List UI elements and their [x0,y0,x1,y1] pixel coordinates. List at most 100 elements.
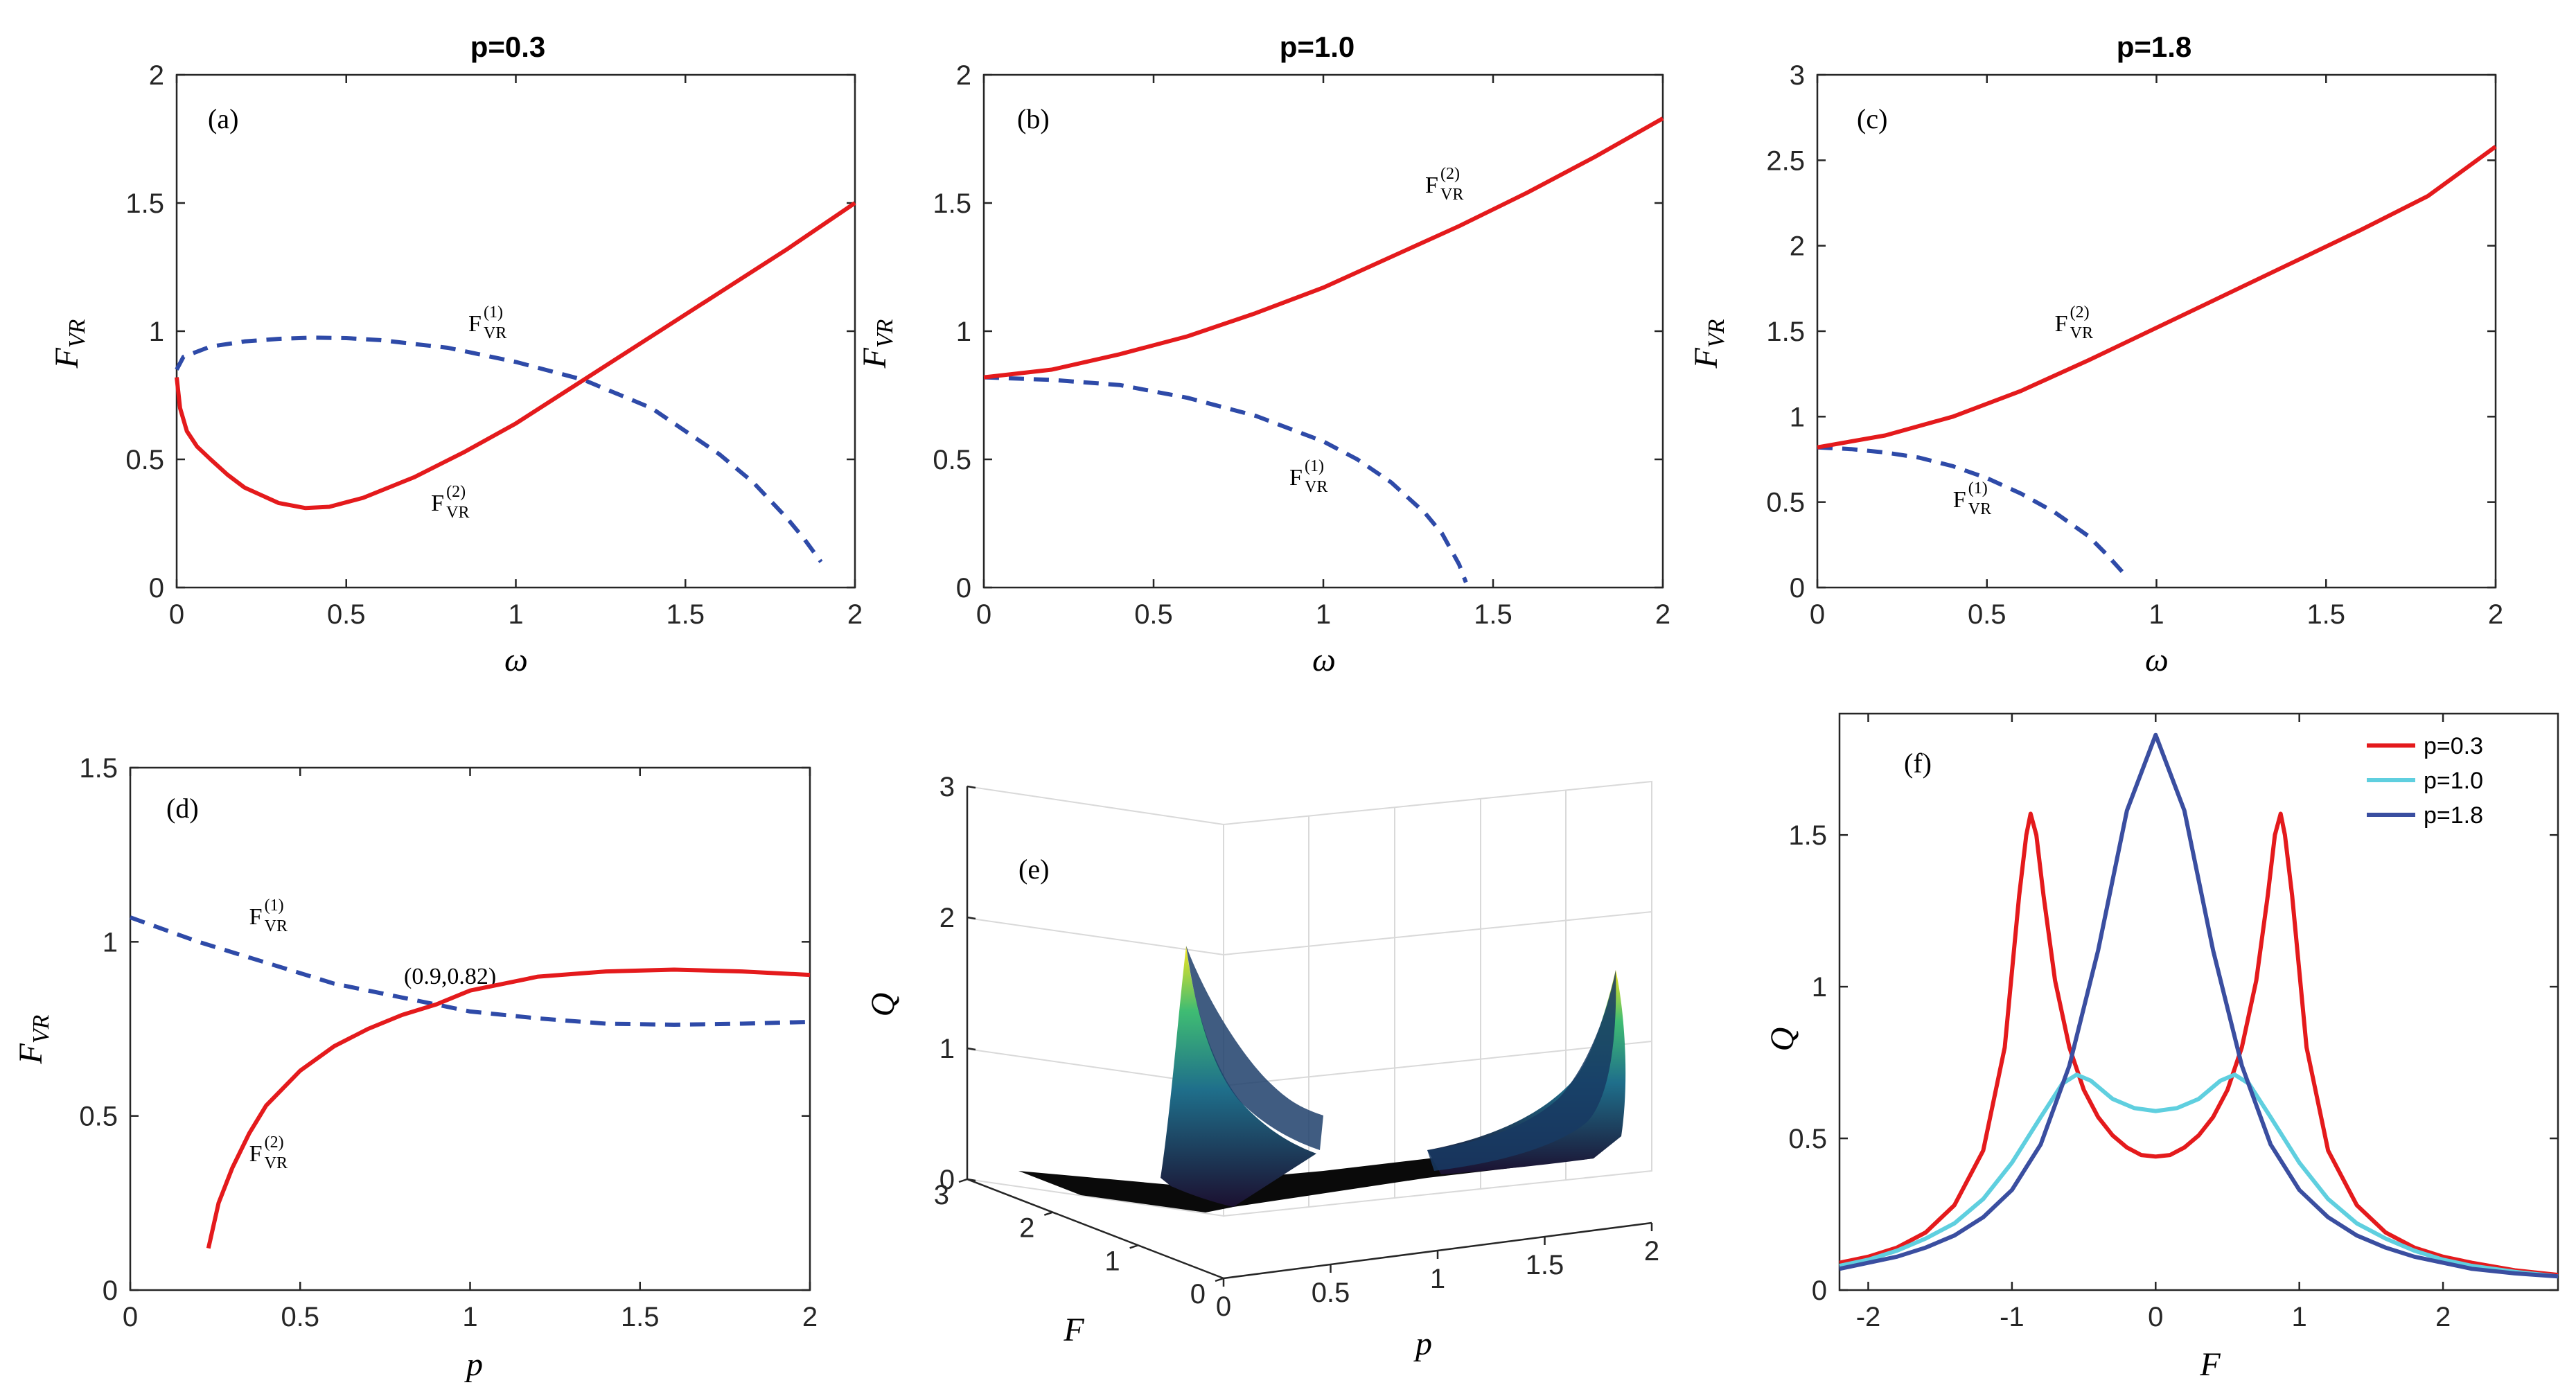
panel-d-xtick-label: 1 [462,1302,477,1332]
panel-e-ytick-label: 0 [1190,1279,1206,1309]
panel-f-series-s0-line [1839,811,2559,1278]
panel-f-series-s1-line [1839,1073,2559,1279]
panel-a-series-F1-line [175,335,823,563]
panel-a-ytick-label: 1.5 [125,188,164,219]
panel-e-ztick-label: 1 [939,1034,955,1064]
panel-e-ylabel: F [1063,1312,1084,1348]
panel-d-xtick-label: 0.5 [281,1302,319,1332]
panel-c-series-F1-line [1817,445,2124,574]
panel-c-ytick-label: 1.5 [1766,317,1805,347]
panel-c: p=1.8 (c) ω FVR 0 0.5 1 1.5 200.511.522.53F(… [1688,30,2503,678]
panel-b-xtick-label: 0 [976,599,991,630]
panel-c-ytick-label: 0 [1790,573,1805,603]
panel-c-ylabel-sub: VR [1704,319,1729,348]
panel-b: p=1.0 (b) ω FVR 0 0.5 1 1.5 200.511.52F (2)VR… [856,30,1670,678]
panel-a-ytick-label: 0.5 [125,445,164,475]
panel-e-grid [1223,1041,1652,1086]
panel-c-ylabel: FVR [1688,319,1729,369]
panel-a-annotation-1: F [431,491,444,516]
panel-f-xtick-label: 2 [2435,1302,2451,1332]
panel-e-ytick-label: 1 [1104,1246,1120,1276]
panel-a-annotation-0: F [468,311,482,337]
panel-e-label: (e) [1018,854,1049,885]
panel-d-ylabel-sub: VR [28,1014,54,1043]
panel-c-annotation-1: F [1953,487,1966,513]
panel-e-ztick-label: 3 [939,772,955,802]
panel-f-legend-label: p=1.8 [2424,802,2483,829]
panel-e-ytick-mark [1129,1244,1139,1249]
panel-b-annotation-0: F [1425,173,1438,198]
panel-b-ytick-label: 0.5 [933,445,971,475]
panel-f-label: (f) [1904,748,1932,779]
panel-f-series-s2-line [1839,732,2559,1279]
panel-f-ytick-label: 0 [1812,1276,1827,1306]
panel-e-xtick-label: 0 [1216,1291,1231,1322]
panel-c-ytick-label: 1 [1790,402,1805,432]
panel-d-xtick-label: 1.5 [621,1302,660,1332]
panel-b-annotation-sub: VR [1440,186,1463,204]
panel-d-annotation-sub: VR [265,1154,288,1172]
panel-c-xtick-label: 0 [1810,599,1825,630]
panel-f-xtick-label: 1 [2292,1302,2307,1332]
panel-e-ztick-mark [967,785,976,789]
panel-d-ytick-label: 1.5 [79,753,118,784]
panel-a-series-F2-line [175,201,856,511]
panel-e-y-axis [967,1178,1224,1280]
panel-b-ylabel: FVR [856,319,898,369]
panel-e-surface-left-ridge [1186,946,1323,1150]
panel-a-axes-frame [175,73,856,589]
panel-b-title: p=1.0 [1280,30,1355,63]
panel-a-annotation-sup: (2) [446,483,466,501]
panel-e-ztick-label: 0 [939,1165,955,1195]
panel-d-point-label: (0.9,0.82) [404,964,496,989]
panel-b-axes-frame [982,73,1664,589]
panel-c-xlabel: ω [2145,642,2169,678]
panel-e-grid [1223,911,1652,955]
panel-d-annotation-0: F [249,904,263,930]
panel-d-axes-frame [129,766,811,1291]
panel-c-ytick-label: 0.5 [1766,488,1805,518]
panel-a-ytick-label: 2 [149,60,164,91]
panel-e-ytick-label: 2 [1019,1213,1034,1244]
panel-b-label: (b) [1017,103,1050,134]
panel-e-xtick-label: 1.5 [1526,1250,1564,1280]
panel-c-axes-frame [1816,73,2497,589]
panel-a-annotation-sub: VR [484,324,506,342]
panel-f-xtick-label: -1 [2000,1302,2024,1332]
panel-a-xtick-label: 0 [169,599,184,630]
panel-d-annotation-sup: (1) [265,897,284,915]
panel-e-xlabel: p [1413,1325,1432,1362]
panel-a-ylabel-sub: VR [64,319,90,348]
panel-b-series-F2-line [983,116,1664,380]
panel-b-series-F1-line [983,375,1468,583]
panel-a-ytick-label: 0 [149,573,164,603]
panel-d-series-F2-line [206,967,811,1249]
panel-e-zlabel: Q [865,993,901,1017]
panel-f-xtick-label: -2 [1856,1302,1881,1332]
panel-c-ytick-label: 3 [1790,60,1805,91]
panel-c-xtick-label: 1 [2149,599,2164,630]
panel-a-ylabel: FVR [48,319,90,369]
panel-f-legend: p=0.3 p=1.0 p=1.8 [2356,720,2555,838]
panel-f-legend-label: p=0.3 [2424,733,2483,759]
panel-f-ytick-label: 1 [1812,972,1827,1003]
panel-c-ylabel-main: F [1688,347,1724,369]
panel-a-xtick-label: 1 [508,599,523,630]
panel-a-xlabel: ω [504,642,528,678]
panel-e-ytick-mark [958,1178,968,1183]
panel-f: (f) F Q p=0.3 p=1.0 p=1.8 -2 -1 0 1 2 0 0.5 1 1.5 [1764,712,2559,1383]
panel-b-ylabel-sub: VR [872,319,898,348]
panel-f-axes-frame [1838,712,2559,1291]
panel-f-xlabel: F [2199,1346,2221,1383]
panel-e-ytick-label: 3 [934,1180,949,1210]
panel-b-xlabel: ω [1312,642,1336,678]
panel-b-ytick-label: 2 [956,60,971,91]
panel-c-ytick-label: 2 [1790,231,1805,262]
panel-c-title: p=1.8 [2117,30,2192,63]
panel-a-xtick-label: 1.5 [666,599,705,630]
panel-d-annotation-sup: (2) [265,1133,284,1152]
panel-e-xtick-label: 1 [1430,1264,1445,1294]
panel-f-ytick-label: 0.5 [1788,1124,1827,1154]
panel-a-xtick-label: 0.5 [327,599,366,630]
panel-c-xtick-label: 2 [2488,599,2503,630]
